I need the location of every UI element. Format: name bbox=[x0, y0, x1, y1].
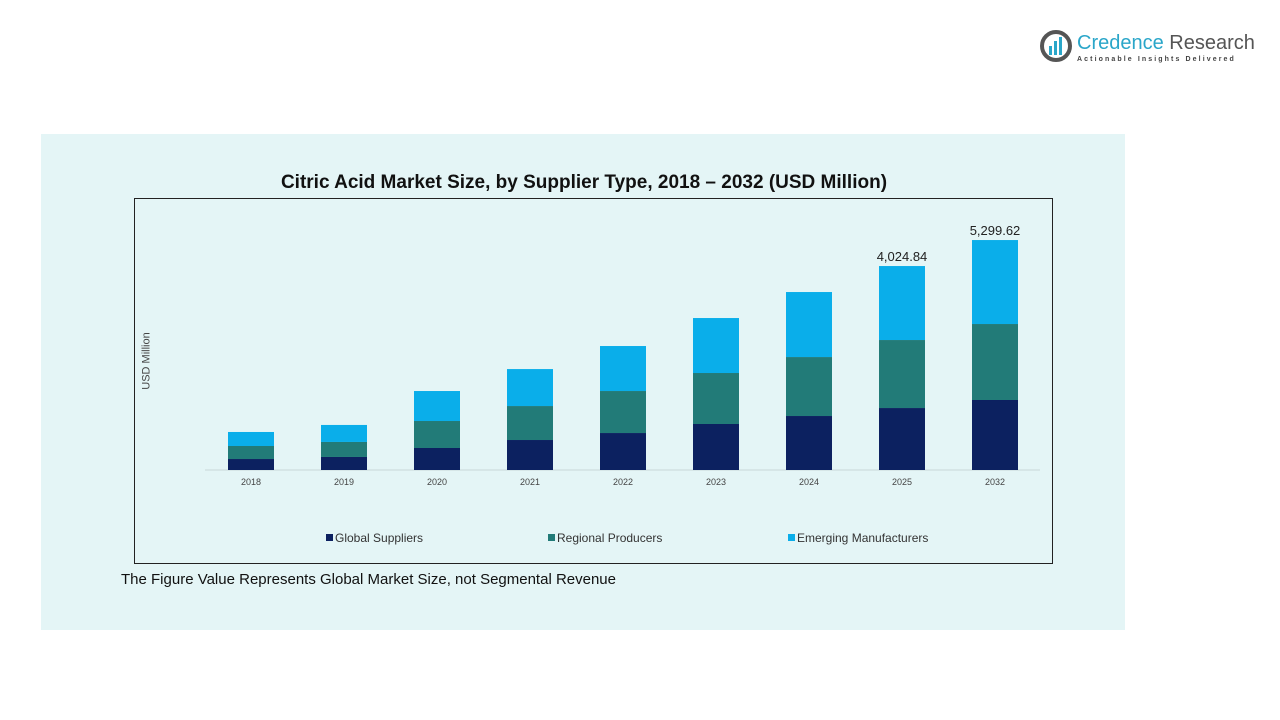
bar-regional-producers-2020 bbox=[414, 421, 460, 448]
x-tick-label: 2024 bbox=[799, 477, 819, 487]
chart-frame bbox=[134, 198, 1053, 564]
data-label-2032: 5,299.62 bbox=[970, 223, 1021, 238]
bar-emerging-manufacturers-2032 bbox=[972, 240, 1018, 325]
bar-regional-producers-2022 bbox=[600, 391, 646, 434]
footnote: The Figure Value Represents Global Marke… bbox=[121, 571, 616, 588]
bar-global-suppliers-2022 bbox=[600, 433, 646, 470]
x-tick-label: 2022 bbox=[613, 477, 633, 487]
credence-research-logo: Credence Research Actionable Insights De… bbox=[1040, 30, 1255, 70]
bar-emerging-manufacturers-2024 bbox=[786, 292, 832, 358]
bar-emerging-manufacturers-2020 bbox=[414, 391, 460, 422]
bar-emerging-manufacturers-2019 bbox=[321, 424, 367, 442]
bar-global-suppliers-2019 bbox=[321, 456, 367, 470]
legend-label: Regional Producers bbox=[557, 531, 662, 545]
legend-swatch bbox=[788, 534, 795, 541]
legend-swatch bbox=[548, 534, 555, 541]
bar-regional-producers-2024 bbox=[786, 357, 832, 417]
bar-emerging-manufacturers-2025 bbox=[879, 266, 925, 341]
logo-name: Credence bbox=[1077, 32, 1164, 54]
x-tick-label: 2025 bbox=[892, 477, 912, 487]
bar-emerging-manufacturers-2018 bbox=[228, 431, 274, 447]
bar-global-suppliers-2023 bbox=[693, 424, 739, 470]
x-tick-label: 2019 bbox=[334, 477, 354, 487]
x-tick-label: 2032 bbox=[985, 477, 1005, 487]
legend-label: Global Suppliers bbox=[335, 531, 423, 545]
bar-global-suppliers-2018 bbox=[228, 459, 274, 470]
bar-global-suppliers-2032 bbox=[972, 400, 1018, 470]
logo-name-2: Research bbox=[1169, 32, 1255, 54]
x-tick-label: 2020 bbox=[427, 477, 447, 487]
bar-emerging-manufacturers-2022 bbox=[600, 346, 646, 392]
logo-tagline: Actionable Insights Delivered bbox=[1077, 56, 1236, 63]
x-tick-label: 2018 bbox=[241, 477, 261, 487]
legend-swatch bbox=[326, 534, 333, 541]
chart-panel bbox=[41, 134, 1125, 630]
bar-regional-producers-2019 bbox=[321, 441, 367, 457]
bar-regional-producers-2021 bbox=[507, 406, 553, 441]
legend-label: Emerging Manufacturers bbox=[797, 531, 928, 545]
bar-emerging-manufacturers-2023 bbox=[693, 318, 739, 374]
bar-regional-producers-2032 bbox=[972, 324, 1018, 401]
bar-regional-producers-2023 bbox=[693, 373, 739, 424]
data-label-2025: 4,024.84 bbox=[877, 249, 928, 264]
logo-icon bbox=[1040, 30, 1072, 62]
x-tick-label: 2021 bbox=[520, 477, 540, 487]
x-tick-label: 2023 bbox=[706, 477, 726, 487]
bar-global-suppliers-2021 bbox=[507, 440, 553, 470]
chart-title: Citric Acid Market Size, by Supplier Typ… bbox=[280, 172, 888, 193]
bar-global-suppliers-2024 bbox=[786, 416, 832, 470]
bar-regional-producers-2018 bbox=[228, 446, 274, 460]
bar-global-suppliers-2020 bbox=[414, 447, 460, 470]
bar-global-suppliers-2025 bbox=[879, 408, 925, 470]
bar-emerging-manufacturers-2021 bbox=[507, 369, 553, 407]
bar-regional-producers-2025 bbox=[879, 340, 925, 409]
